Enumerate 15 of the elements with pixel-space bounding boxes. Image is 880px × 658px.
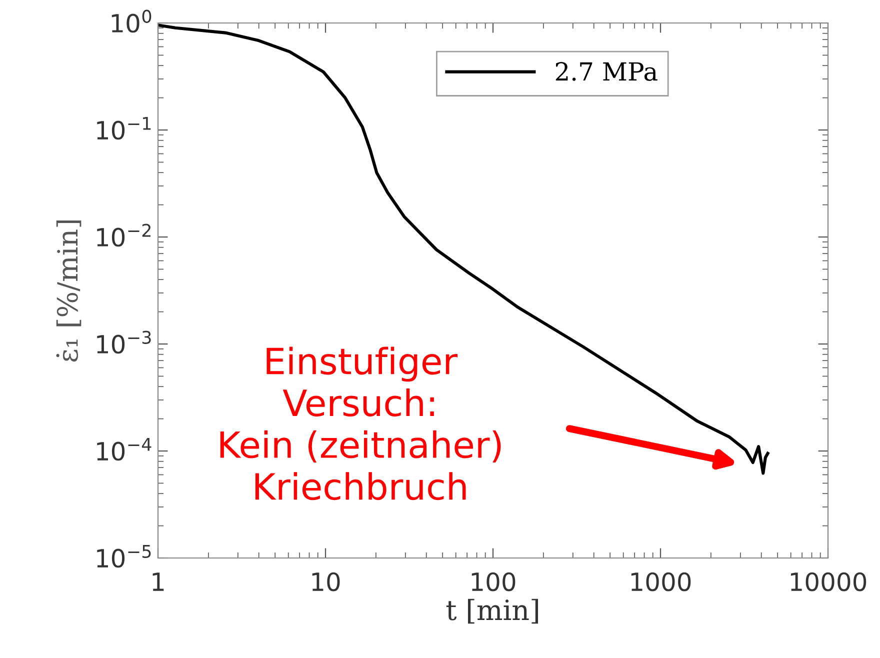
y-tick-label: 10$^{−2}$: [97, 224, 150, 247]
y-tick-label: 10$^{0}$: [112, 10, 152, 33]
x-tick-label: 1: [152, 572, 164, 591]
y-tick-label: 10$^{−5}$: [97, 545, 151, 568]
y-tick-label: 10$^{−1}$: [97, 117, 151, 140]
legend-label: 2.7 MPa: [556, 62, 658, 81]
x-tick-label: 10: [312, 572, 340, 592]
y-axis-title: ε̇₁ [%/min]: [56, 220, 82, 362]
x-tick-label: 10000: [790, 572, 866, 592]
x-axis-title: t [min]: [446, 598, 538, 624]
y-tick-label: 10$^{−3}$: [97, 330, 151, 354]
y-tick-label: 10$^{−4}$: [97, 438, 152, 461]
annotation: Einstufiger Versuch: Kein (zeitnaher) Kriechbruch: [220, 346, 501, 500]
x-tick-label: 1000: [631, 572, 691, 592]
x-tick-label: 100: [472, 572, 516, 592]
